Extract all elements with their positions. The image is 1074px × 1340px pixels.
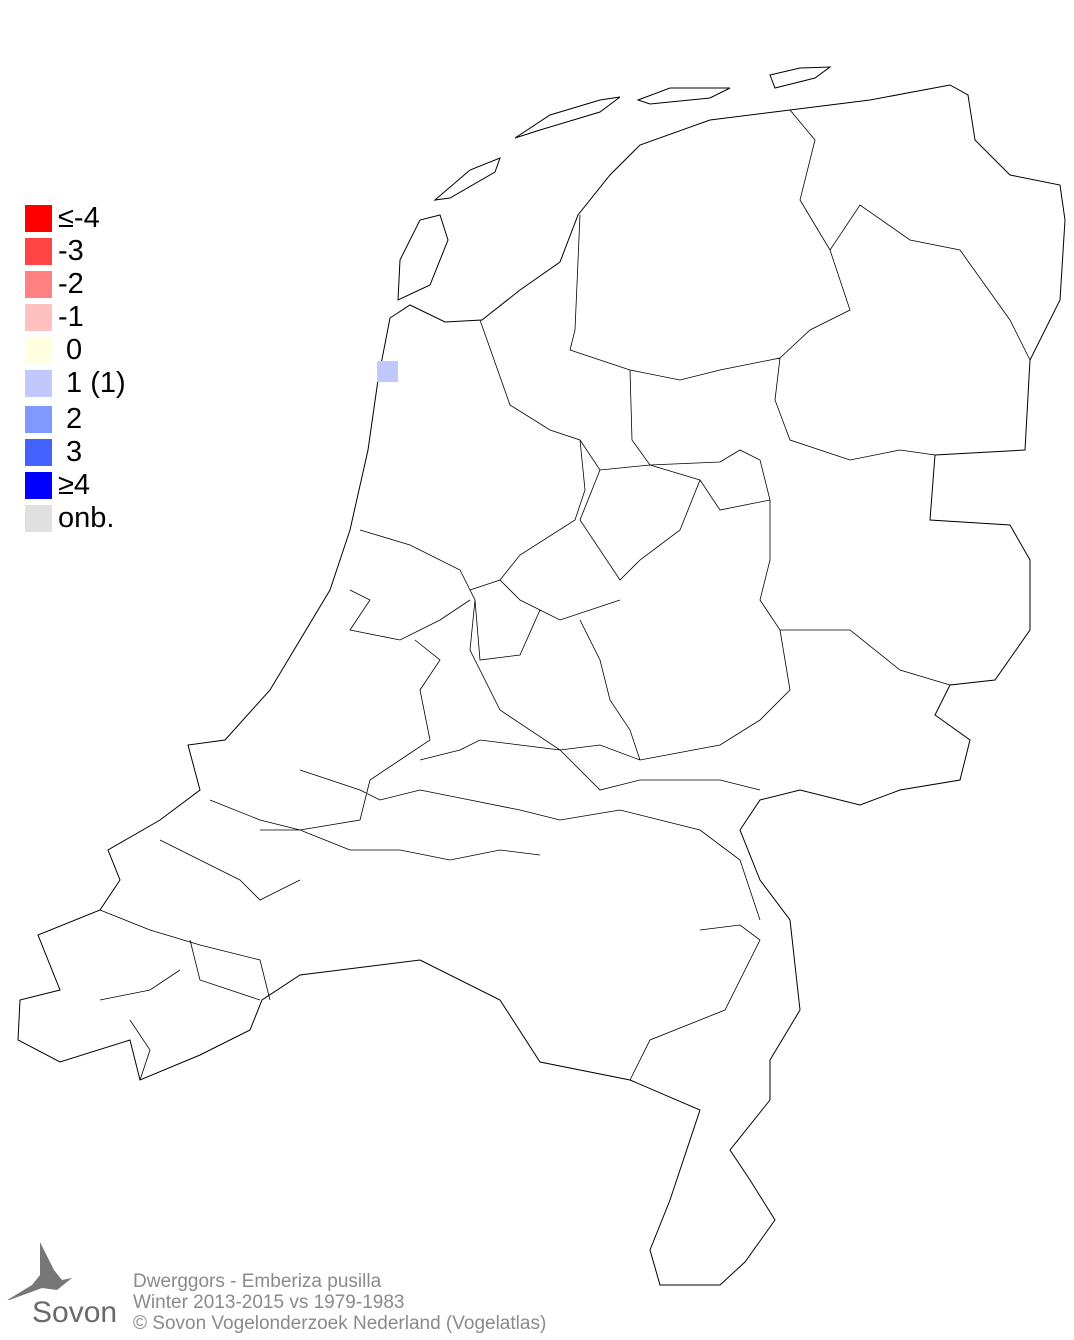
legend-item: -2	[25, 268, 84, 300]
island-terschelling	[514, 96, 621, 139]
legend-swatch	[25, 271, 52, 298]
caption-period: Winter 2013-2015 vs 1979-1983	[133, 1292, 405, 1313]
legend-item: 2	[25, 403, 83, 435]
legend-label: -3	[58, 235, 84, 267]
island-vlieland	[433, 157, 501, 201]
legend-swatch	[25, 304, 52, 331]
province-borders	[99, 109, 1031, 1081]
island-schiermonnikoog	[769, 66, 832, 89]
legend-swatch	[25, 337, 52, 364]
legend-item: -1	[25, 301, 84, 333]
sovon-swallow-logo	[7, 1242, 72, 1300]
legend-item: 1 (1)	[25, 367, 126, 399]
legend-item: ≥4	[25, 469, 91, 501]
logo-text: Sovon	[32, 1296, 118, 1329]
legend-swatch	[25, 370, 52, 397]
legend-label: 3	[58, 436, 83, 468]
legend-label: ≥4	[58, 469, 91, 501]
grid-cell-value-1	[377, 361, 398, 382]
legend-swatch	[25, 472, 52, 499]
caption-species: Dwerggors - Emberiza pusilla	[133, 1271, 382, 1292]
legend-swatch	[25, 505, 52, 532]
legend-item: 3	[25, 436, 83, 468]
island-texel	[397, 214, 449, 301]
legend-label: -1	[58, 301, 84, 333]
legend-item: ≤-4	[25, 202, 100, 234]
legend-label: 2	[58, 403, 83, 435]
legend-swatch	[25, 406, 52, 433]
island-ameland	[636, 87, 731, 105]
legend-item: -3	[25, 235, 84, 267]
legend-item: 0	[25, 334, 83, 366]
legend-swatch	[25, 205, 52, 232]
country-outline	[17, 84, 1066, 1286]
caption-copyright: © Sovon Vogelonderzoek Nederland (Vogela…	[133, 1313, 547, 1334]
legend-swatch	[25, 439, 52, 466]
legend-label: 0	[58, 334, 83, 366]
legend-swatch	[25, 238, 52, 265]
legend-label: ≤-4	[58, 202, 100, 234]
legend-label: 1 (1)	[58, 367, 126, 399]
legend-label: -2	[58, 268, 84, 300]
legend-item: onb.	[25, 502, 115, 534]
caption: Dwerggors - Emberiza pusilla Winter 2013…	[133, 1271, 546, 1334]
legend-label: onb.	[58, 502, 115, 534]
